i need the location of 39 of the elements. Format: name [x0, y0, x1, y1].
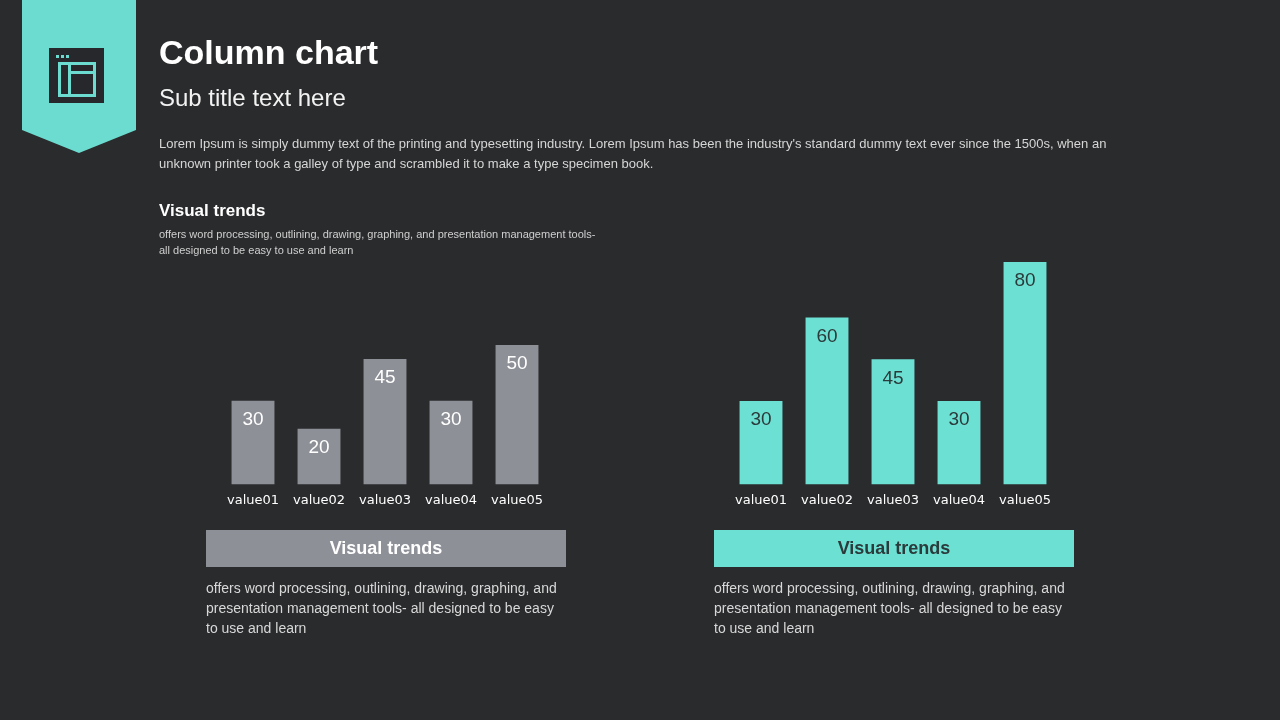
- text: offers word processing, outlining, drawing, graphing, and presentation management tools- all designed to be easy to use and learn: [714, 579, 1066, 638]
- data-label: 30: [242, 407, 264, 429]
- bar: [429, 400, 473, 485]
- bar: [231, 400, 275, 485]
- x-tick-label: value02: [800, 491, 854, 507]
- bar: [1003, 262, 1047, 485]
- data-label: 20: [308, 435, 330, 457]
- bar: [871, 359, 915, 485]
- text: offers word processing, outlining, drawing, graphing, and presentation management tools- all designed to be easy to use and learn: [206, 579, 558, 638]
- text: Visual trends: [837, 538, 951, 559]
- bar: [805, 317, 849, 485]
- x-tick-label: value01: [226, 491, 280, 507]
- data-label: 30: [440, 407, 462, 429]
- data-label: 80: [1014, 269, 1036, 291]
- x-tick-label: value03: [866, 491, 920, 507]
- data-label: 60: [816, 324, 838, 346]
- text: Lorem Ipsum is simply dummy text of the printing and typesetting industry. Lorem Ipsum has been the industry's standard dummy text ever since the 1500s, when an unknown printer took a galley of type and scrambled it to make a type specimen book.: [159, 135, 1108, 173]
- x-tick-label: value04: [932, 491, 986, 507]
- x-tick-label: value04: [424, 491, 478, 507]
- bar: [297, 428, 341, 485]
- data-label: 30: [948, 408, 970, 430]
- data-label: 45: [374, 366, 396, 388]
- x-tick-label: value05: [490, 491, 544, 507]
- text: offers word processing, outlining, drawing, graphing, and presentation management tools- all designed to be easy to use and learn: [159, 227, 597, 258]
- x-tick-label: value05: [998, 491, 1052, 507]
- x-tick-label: value02: [292, 491, 346, 507]
- text: Visual trends: [159, 200, 266, 222]
- bar: [363, 358, 407, 485]
- data-label: 50: [506, 352, 528, 374]
- bar: [495, 345, 539, 485]
- bar: [739, 401, 783, 485]
- text: Column chart: [159, 32, 379, 73]
- text: Visual trends: [329, 538, 443, 559]
- x-tick-label: value03: [358, 491, 412, 507]
- data-label: 30: [750, 408, 772, 430]
- x-tick-label: value01: [734, 491, 788, 507]
- bar: [937, 401, 981, 485]
- data-label: 45: [882, 366, 904, 388]
- text: Sub title text here: [159, 83, 346, 113]
